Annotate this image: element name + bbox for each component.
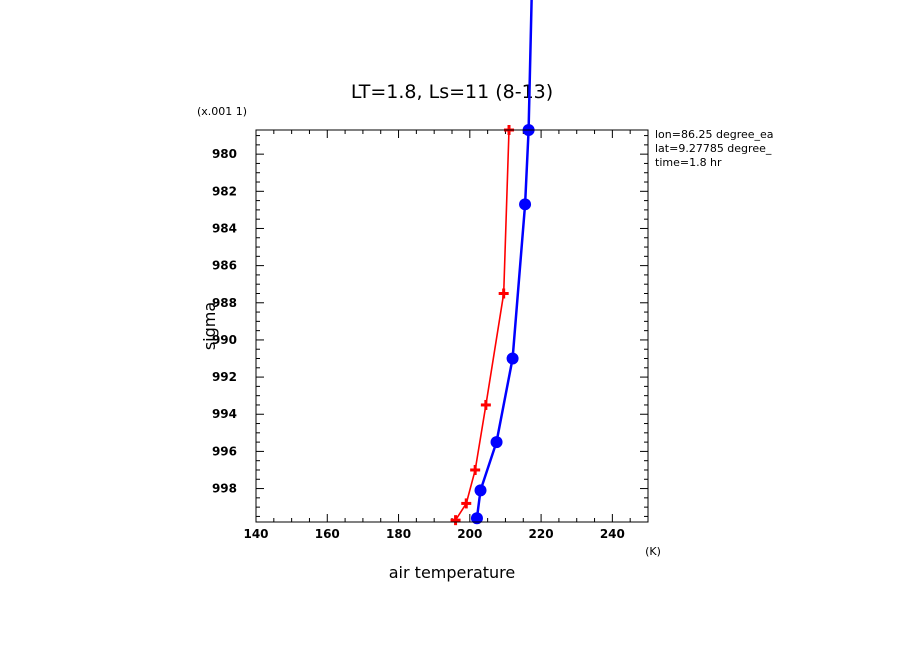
annotation-lon: lon=86.25 degree_ea xyxy=(655,128,774,141)
x-units-label: (K) xyxy=(645,545,661,558)
y-tick-label: 984 xyxy=(212,221,237,235)
series-1-line xyxy=(454,129,510,521)
y-scale-note: (x.001 1) xyxy=(197,105,247,118)
y-tick-label: 992 xyxy=(212,370,237,384)
series-2-point xyxy=(490,436,503,449)
y-tick-label: 988 xyxy=(212,296,237,310)
series-1-point xyxy=(480,399,491,410)
y-axis-title: sigma xyxy=(200,302,219,350)
x-tick-label: 160 xyxy=(315,527,340,541)
x-tick-label: 140 xyxy=(243,527,268,541)
y-tick-label: 982 xyxy=(212,184,237,198)
series-2-point xyxy=(474,484,487,497)
series-2-point xyxy=(519,198,532,211)
x-tick-label: 200 xyxy=(457,527,482,541)
series-1-point xyxy=(498,288,509,299)
series-1-point xyxy=(470,464,481,475)
y-tick-label: 998 xyxy=(212,482,237,496)
plot-frame xyxy=(255,129,649,523)
x-axis-title: air temperature xyxy=(389,563,515,582)
x-tick-label: 180 xyxy=(386,527,411,541)
series-2-point xyxy=(470,512,483,525)
series-2-point xyxy=(506,352,519,365)
y-tick-label: 990 xyxy=(212,333,237,347)
y-tick-label: 996 xyxy=(212,444,237,458)
x-tick-label: 240 xyxy=(600,527,625,541)
chart-title: LT=1.8, Ls=11 (8-13) xyxy=(351,81,553,103)
annotation-lat: lat=9.27785 degree_ xyxy=(655,142,772,155)
y-tick-label: 986 xyxy=(212,259,237,273)
y-tick-label: 980 xyxy=(212,147,237,161)
series-1-point xyxy=(450,515,461,526)
x-tick-label: 220 xyxy=(529,527,554,541)
annotation-time: time=1.8 hr xyxy=(655,156,722,169)
series-1-point xyxy=(461,498,472,509)
y-tick-label: 994 xyxy=(212,407,237,421)
